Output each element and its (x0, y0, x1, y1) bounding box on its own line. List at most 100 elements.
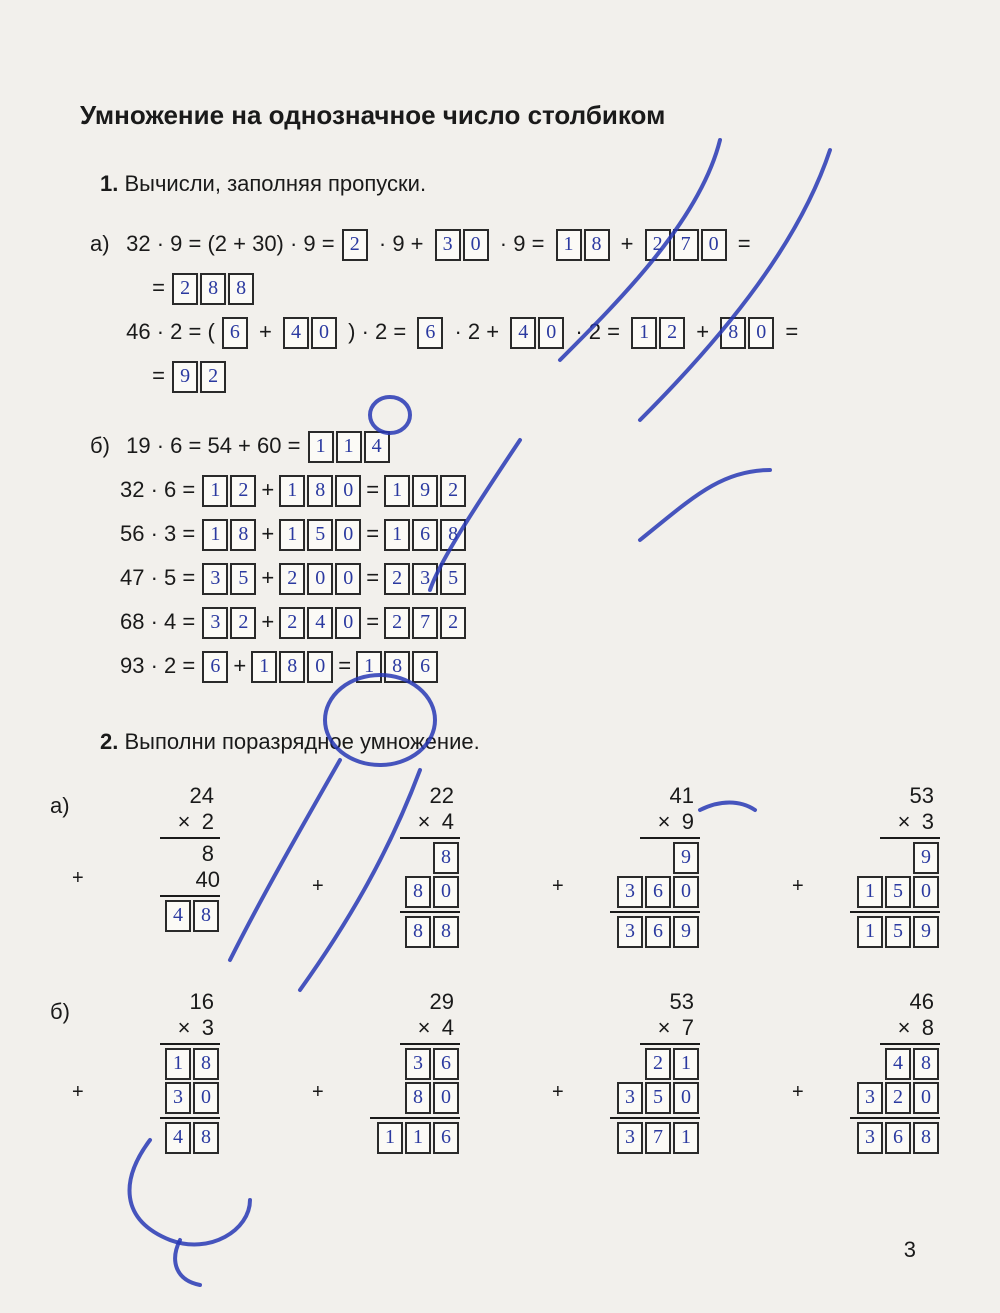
answer-cell: 8 (405, 916, 431, 948)
column-mult: а)24× 28+4048 (90, 783, 220, 949)
answer-cell: 8 (720, 317, 746, 349)
answer-cell: 8 (584, 229, 610, 261)
answer-cell: 0 (913, 1082, 939, 1114)
task1-heading: 1. Вычисли, заполняя пропуски. (100, 171, 940, 197)
answer-cell: 1 (279, 519, 305, 551)
answer-cell: 5 (645, 1082, 671, 1114)
answer-cell: 5 (885, 916, 911, 948)
answer-cell: 1 (202, 475, 228, 507)
answer-cell: 2 (279, 563, 305, 595)
answer-cell: 1 (857, 876, 883, 908)
answer-cell: 8 (433, 842, 459, 874)
answer-cell: 1 (279, 475, 305, 507)
answer-cell: 4 (165, 900, 191, 932)
answer-cell: 8 (230, 519, 256, 551)
column-mult: 53× 39+150159 (810, 783, 940, 949)
answer-cell: 3 (202, 607, 228, 639)
answer-cell: 2 (659, 317, 685, 349)
answer-cell: 9 (673, 916, 699, 948)
task1-a-line1-result: = 288 (90, 269, 940, 307)
task1-b-line: 32 · 6 = 12+180=192 (90, 471, 940, 509)
task2-row-b: б)16× 318+304829× 436+8011653× 721+35037… (90, 989, 940, 1155)
answer-cell: 1 (673, 1122, 699, 1154)
page-number: 3 (904, 1237, 916, 1263)
answer-cell: 1 (251, 651, 277, 683)
answer-cell: 0 (463, 229, 489, 261)
column-mult: б)16× 318+3048 (90, 989, 220, 1155)
task1-text: Вычисли, заполняя пропуски. (124, 171, 426, 196)
answer-cell: 0 (748, 317, 774, 349)
answer-cell: 6 (433, 1122, 459, 1154)
answer-cell: 7 (673, 229, 699, 261)
answer-cell: 7 (412, 607, 438, 639)
answer-cell: 1 (857, 916, 883, 948)
answer-cell: 8 (193, 900, 219, 932)
answer-cell: 4 (885, 1048, 911, 1080)
answer-cell: 1 (165, 1048, 191, 1080)
page-title: Умножение на однозначное число столбиком (80, 100, 940, 131)
answer-cell: 1 (202, 519, 228, 551)
answer-cell: 8 (405, 1082, 431, 1114)
answer-cell: 8 (913, 1048, 939, 1080)
answer-cell: 9 (913, 916, 939, 948)
answer-cell: 1 (308, 431, 334, 463)
label-a: а) (90, 225, 120, 263)
answer-cell: 6 (433, 1048, 459, 1080)
answer-cell: 1 (384, 519, 410, 551)
answer-cell: 6 (222, 317, 248, 349)
column-mult: 22× 48+8088 (330, 783, 460, 949)
answer-cell: 4 (165, 1122, 191, 1154)
answer-cell: 0 (335, 563, 361, 595)
column-mult: 53× 721+350371 (570, 989, 700, 1155)
answer-cell: 3 (405, 1048, 431, 1080)
answer-cell: 4 (307, 607, 333, 639)
answer-cell: 8 (433, 916, 459, 948)
task1-b-line1: б) 19 · 6 = 54 + 60 = 114 (90, 427, 940, 465)
task1-number: 1. (100, 171, 118, 196)
task1-b-line: 68 · 4 = 32+240=272 (90, 603, 940, 641)
answer-cell: 8 (193, 1122, 219, 1154)
answer-cell: 8 (200, 273, 226, 305)
answer-cell: 0 (673, 1082, 699, 1114)
answer-cell: 9 (172, 361, 198, 393)
answer-cell: 3 (617, 1082, 643, 1114)
worksheet-page: Умножение на однозначное число столбиком… (60, 60, 940, 1273)
answer-cell: 0 (673, 876, 699, 908)
answer-cell: 0 (913, 876, 939, 908)
answer-cell: 7 (645, 1122, 671, 1154)
column-mult: 29× 436+80116 (330, 989, 460, 1155)
answer-cell: 0 (701, 229, 727, 261)
answer-cell: 1 (377, 1122, 403, 1154)
task1-b-line: 47 · 5 = 35+200=235 (90, 559, 940, 597)
answer-cell: 6 (645, 916, 671, 948)
answer-cell: 5 (307, 519, 333, 551)
answer-cell: 1 (556, 229, 582, 261)
answer-cell: 9 (673, 842, 699, 874)
answer-cell: 2 (279, 607, 305, 639)
answer-cell: 6 (417, 317, 443, 349)
answer-cell: 8 (279, 651, 305, 683)
task1-a-line2: 46 · 2 = ( 6 + 40 ) · 2 = 6 · 2 + 40 · 2… (90, 313, 940, 351)
answer-cell: 0 (538, 317, 564, 349)
answer-cell: 0 (307, 563, 333, 595)
answer-cell: 2 (645, 229, 671, 261)
answer-cell: 8 (913, 1122, 939, 1154)
answer-cell: 5 (885, 876, 911, 908)
answer-cell: 6 (885, 1122, 911, 1154)
column-mult: 41× 99+360369 (570, 783, 700, 949)
answer-cell: 3 (857, 1082, 883, 1114)
answer-cell: 4 (364, 431, 390, 463)
answer-cell: 1 (405, 1122, 431, 1154)
answer-cell: 3 (435, 229, 461, 261)
answer-cell: 2 (230, 475, 256, 507)
answer-cell: 0 (433, 876, 459, 908)
answer-cell: 8 (384, 651, 410, 683)
task1-a-line2-result: = 92 (90, 357, 940, 395)
answer-cell: 1 (384, 475, 410, 507)
answer-cell: 0 (335, 475, 361, 507)
answer-cell: 3 (202, 563, 228, 595)
task2-text: Выполни поразрядное умножение. (124, 729, 479, 754)
label-b: б) (90, 427, 120, 465)
answer-cell: 9 (913, 842, 939, 874)
answer-cell: 6 (412, 651, 438, 683)
